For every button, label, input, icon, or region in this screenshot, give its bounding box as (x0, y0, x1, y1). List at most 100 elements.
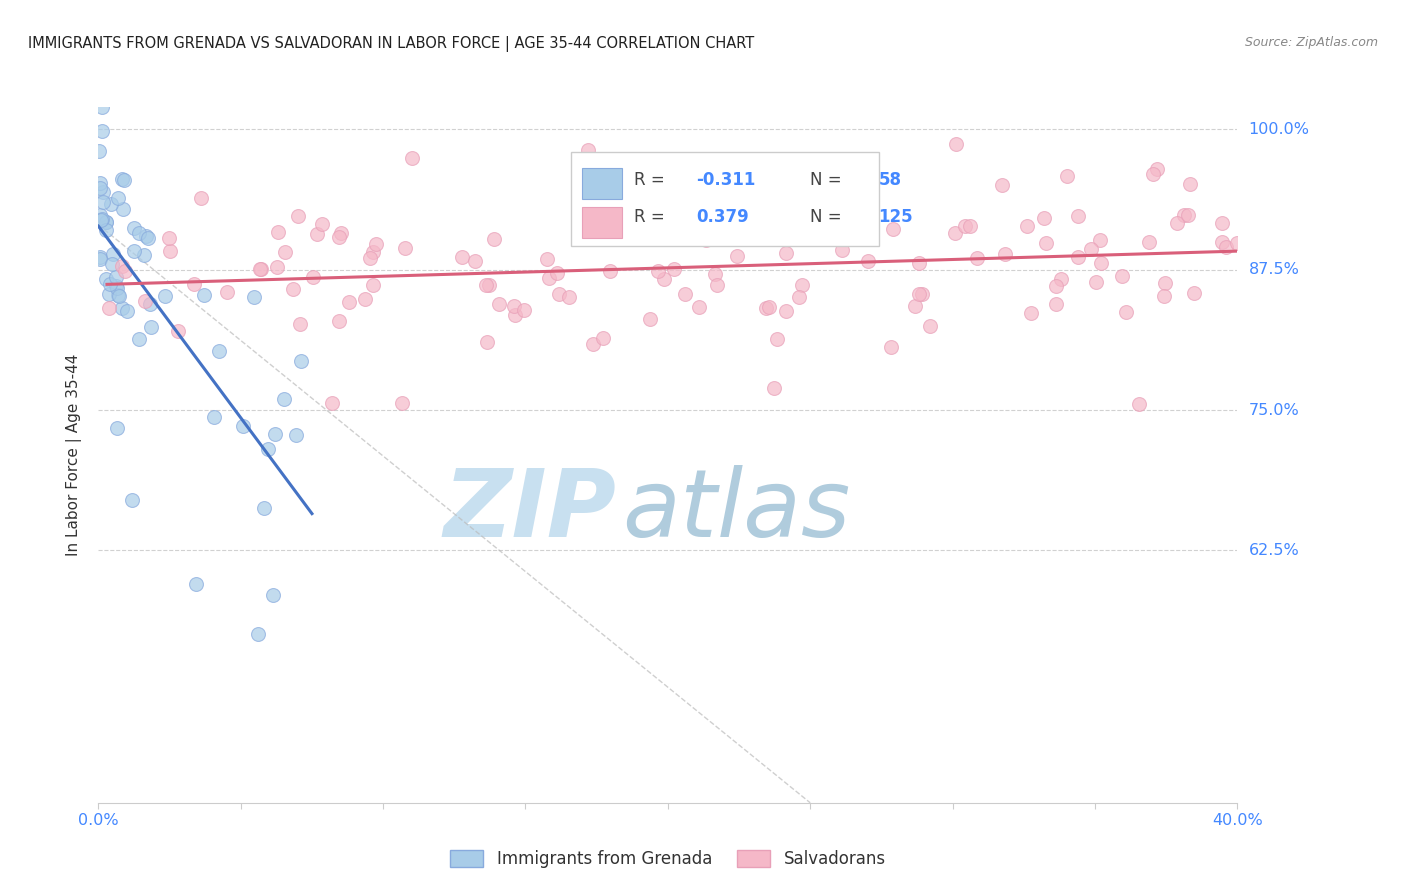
Point (136, 231, 159, 245)
Point (475, 335, 498, 350)
Point (184, 577, 207, 591)
FancyBboxPatch shape (571, 153, 879, 246)
Point (100, 197, 122, 211)
Point (724, 225, 747, 239)
Point (111, 259, 134, 273)
Point (328, 314, 350, 328)
Point (96, 215, 118, 229)
Text: atlas: atlas (623, 465, 851, 556)
Point (1146, 161, 1168, 176)
Point (166, 324, 188, 338)
Point (1178, 177, 1201, 191)
Point (1066, 209, 1088, 223)
Point (477, 278, 499, 293)
Point (546, 266, 568, 280)
Point (190, 191, 212, 205)
Point (135, 228, 157, 243)
Point (1153, 289, 1175, 303)
Point (108, 289, 131, 303)
Point (96, 223, 118, 237)
Text: 75.0%: 75.0% (1249, 402, 1299, 417)
Point (98, 301, 121, 316)
Text: 58: 58 (879, 171, 901, 189)
Point (548, 286, 571, 301)
Point (285, 427, 308, 442)
Point (755, 301, 778, 315)
Point (688, 300, 710, 314)
Point (647, 263, 669, 277)
Point (1166, 216, 1188, 230)
Point (503, 300, 526, 314)
Point (139, 297, 162, 311)
Point (183, 277, 205, 291)
Point (450, 250, 472, 264)
Point (1153, 276, 1175, 290)
Point (208, 343, 231, 358)
Point (89, 208, 111, 222)
Text: N =: N = (810, 208, 846, 226)
Point (1067, 250, 1090, 264)
Point (202, 409, 225, 424)
Point (482, 232, 505, 246)
Point (354, 292, 377, 306)
Text: R =: R = (634, 208, 669, 226)
Point (1035, 235, 1057, 250)
Point (159, 244, 181, 258)
Point (1045, 279, 1067, 293)
Point (945, 137, 967, 152)
Point (1137, 235, 1160, 249)
Point (592, 331, 614, 345)
Point (290, 317, 312, 331)
Point (110, 301, 132, 315)
Point (1211, 216, 1233, 230)
Point (860, 210, 883, 224)
Point (882, 222, 904, 236)
Point (256, 442, 278, 457)
Point (250, 261, 273, 276)
Point (159, 231, 181, 245)
Point (104, 278, 127, 293)
Point (1215, 240, 1237, 254)
Point (128, 226, 150, 240)
Point (582, 336, 605, 351)
Point (290, 354, 312, 368)
Point (766, 332, 789, 346)
Point (98, 277, 121, 292)
Point (1128, 397, 1150, 411)
Point (953, 219, 976, 234)
Point (391, 395, 413, 409)
Point (105, 270, 128, 285)
Point (263, 426, 285, 441)
Point (193, 288, 215, 302)
Point (328, 229, 350, 244)
Point (302, 269, 325, 284)
Point (576, 143, 599, 157)
Point (1049, 272, 1071, 286)
Point (112, 173, 135, 187)
Point (775, 303, 797, 318)
Point (558, 290, 581, 304)
Point (139, 320, 162, 334)
Text: -0.311: -0.311 (696, 171, 755, 189)
Point (122, 244, 145, 258)
Point (97, 286, 120, 301)
Point (943, 226, 966, 240)
Point (94, 215, 117, 229)
Point (262, 588, 284, 602)
Point (536, 252, 558, 266)
Point (652, 271, 675, 285)
Point (537, 270, 560, 285)
Point (1033, 211, 1056, 225)
Point (503, 308, 526, 322)
Point (91, 185, 114, 199)
Point (908, 287, 931, 301)
Point (93, 194, 115, 209)
Text: R =: R = (634, 171, 669, 189)
Point (361, 278, 384, 293)
Point (1056, 169, 1078, 184)
Point (658, 217, 681, 231)
Point (232, 419, 254, 434)
Point (918, 319, 941, 334)
Point (339, 295, 361, 310)
Point (89, 180, 111, 194)
